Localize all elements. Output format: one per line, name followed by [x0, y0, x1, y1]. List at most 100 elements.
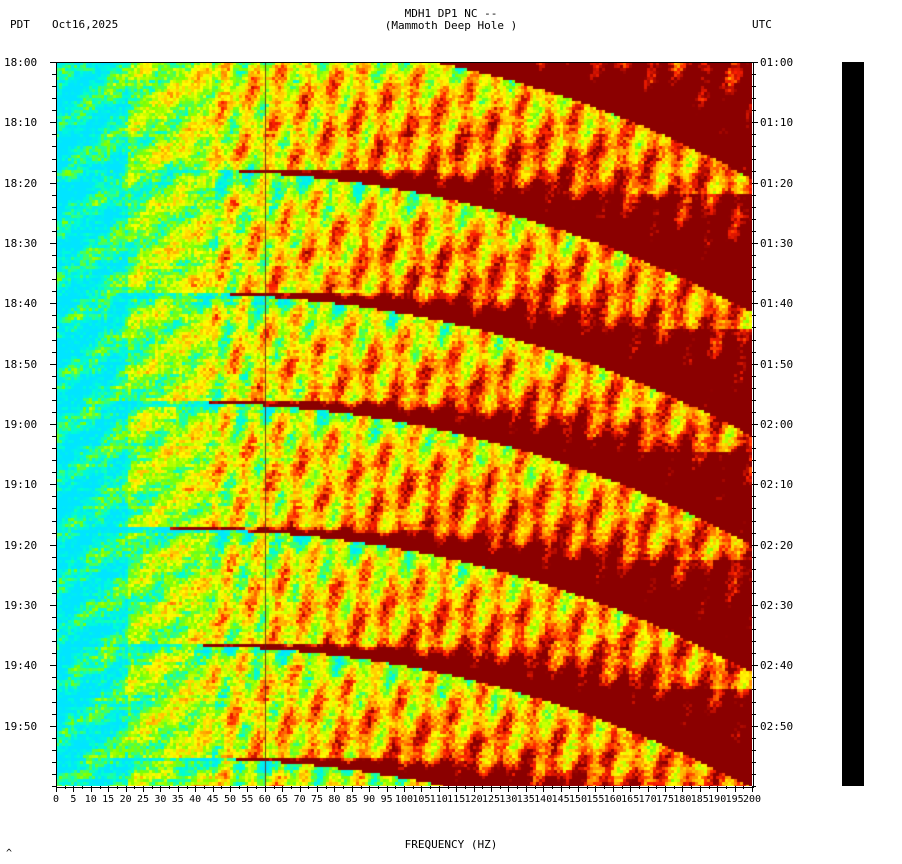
tick-mark: [351, 786, 353, 792]
frequency-tick: 120: [464, 794, 483, 805]
minor-tick: [752, 568, 756, 570]
minor-tick: [752, 725, 756, 727]
minor-tick: [52, 460, 56, 462]
minor-tick: [52, 605, 56, 606]
minor-tick: [534, 786, 536, 789]
tick-mark: [734, 786, 736, 792]
minor-tick: [752, 230, 756, 232]
tick-mark: [491, 786, 492, 792]
minor-tick: [551, 786, 553, 789]
minor-tick: [52, 520, 56, 522]
minor-tick: [656, 786, 658, 789]
time-tick-right: 02:20: [760, 538, 794, 552]
tick-mark: [247, 786, 249, 792]
minor-tick: [752, 146, 756, 148]
minor-tick: [395, 786, 397, 789]
frequency-tick: 110: [429, 794, 448, 805]
minor-tick: [447, 786, 449, 789]
minor-tick: [52, 677, 56, 679]
minor-tick: [52, 387, 56, 389]
frequency-tick: 60: [258, 794, 271, 805]
tick-mark: [612, 786, 614, 792]
minor-tick: [52, 701, 56, 703]
minor-tick: [508, 786, 510, 789]
time-tick-right: 02:30: [760, 599, 794, 612]
minor-tick: [52, 122, 56, 124]
minor-tick: [238, 786, 240, 789]
minor-tick: [612, 786, 614, 789]
time-tick-left: 19:30: [4, 599, 38, 612]
frequency-tick: 65: [276, 794, 289, 805]
minor-tick: [369, 786, 371, 789]
minor-tick: [752, 773, 756, 775]
tick-mark: [508, 786, 510, 792]
tick-mark: [125, 786, 127, 792]
frequency-tick: 5: [70, 794, 77, 805]
minor-tick: [73, 786, 75, 789]
minor-tick: [186, 786, 188, 789]
minor-tick: [52, 592, 56, 594]
minor-tick: [578, 786, 579, 789]
frequency-tick: 90: [363, 794, 376, 805]
minor-tick: [752, 339, 756, 341]
frequency-tick: 20: [119, 794, 132, 805]
minor-tick: [52, 532, 56, 534]
minor-tick: [52, 351, 56, 353]
minor-tick: [125, 786, 127, 789]
minor-tick: [752, 399, 756, 401]
frequency-tick: 80: [328, 794, 341, 805]
time-tick-left: 18:30: [4, 237, 38, 250]
minor-tick: [752, 86, 756, 88]
minor-tick: [752, 98, 756, 100]
minor-tick: [64, 786, 66, 789]
x-axis-label: FREQUENCY (HZ): [404, 838, 498, 851]
timezone-label-right: UTC: [752, 18, 772, 31]
minor-tick: [52, 315, 56, 317]
minor-tick: [52, 484, 56, 486]
minor-tick: [752, 327, 756, 329]
frequency-tick: 155: [586, 794, 605, 805]
minor-tick: [482, 786, 484, 789]
minor-tick: [52, 737, 56, 739]
minor-tick: [52, 653, 56, 655]
minor-tick: [673, 786, 675, 789]
minor-tick: [604, 786, 606, 789]
minor-tick: [734, 786, 736, 789]
minor-tick: [177, 786, 179, 789]
minor-tick: [638, 786, 640, 789]
minor-tick: [717, 786, 719, 789]
minor-tick: [752, 351, 756, 353]
minor-tick: [52, 182, 56, 184]
minor-tick: [752, 315, 756, 317]
minor-tick: [499, 786, 501, 789]
spectrogram-plot: [56, 62, 752, 786]
minor-tick: [52, 98, 56, 100]
minor-tick: [308, 786, 310, 789]
tick-mark: [595, 786, 597, 792]
minor-tick: [203, 786, 205, 789]
minor-tick: [52, 134, 56, 136]
minor-tick: [752, 243, 756, 244]
time-tick-left: 19:00: [4, 418, 38, 431]
minor-tick: [325, 786, 327, 789]
minor-tick: [52, 713, 56, 715]
tick-mark: [195, 786, 197, 792]
minor-tick: [151, 786, 153, 789]
minor-tick: [752, 194, 756, 196]
minor-tick: [752, 206, 756, 208]
minor-tick: [386, 786, 388, 789]
minor-tick: [247, 786, 249, 789]
minor-tick: [691, 786, 693, 789]
minor-tick: [299, 786, 301, 789]
tick-mark: [421, 786, 423, 792]
time-tick-left: 18:50: [4, 357, 38, 371]
minor-tick: [52, 170, 56, 172]
minor-tick: [752, 411, 756, 413]
minor-tick: [52, 761, 56, 763]
minor-tick: [752, 255, 756, 257]
tick-mark: [160, 786, 162, 792]
minor-tick: [752, 520, 756, 522]
tick-mark: [56, 786, 57, 792]
time-tick-right: 01:10: [760, 116, 794, 130]
frequency-tick: 160: [603, 794, 622, 805]
